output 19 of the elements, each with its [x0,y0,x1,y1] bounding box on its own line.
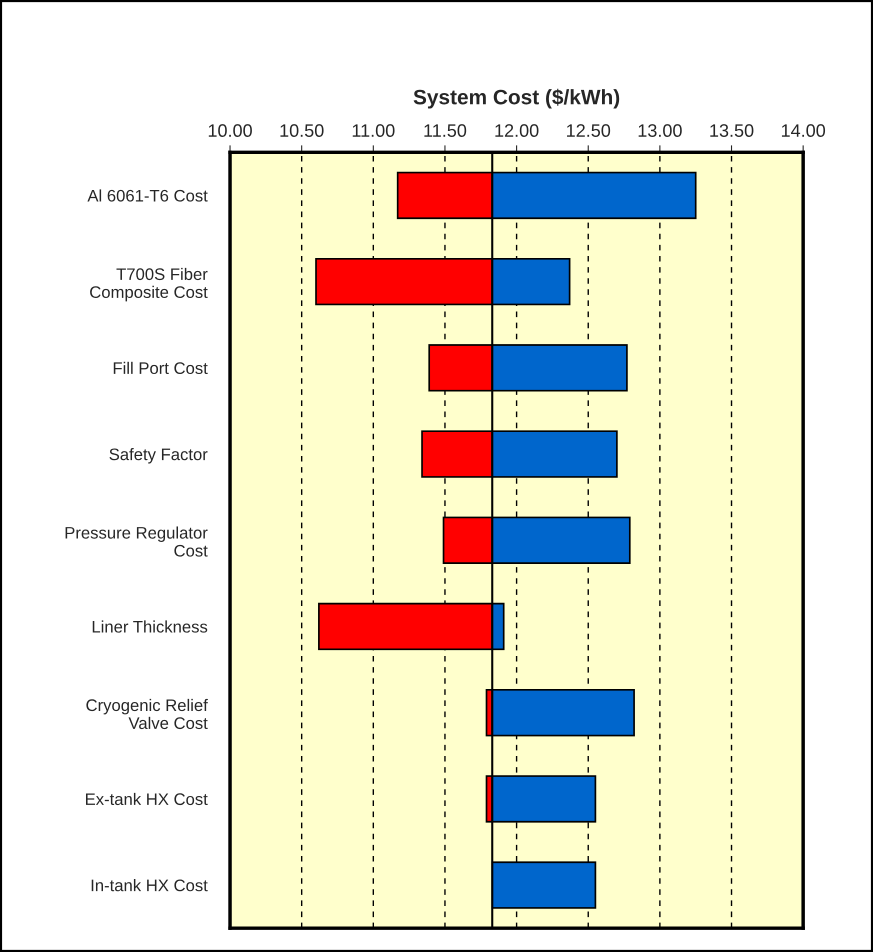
x-tick-label: 12.50 [567,124,610,137]
x-tick-label: 13.50 [710,124,754,137]
x-tick-label: 11.50 [424,124,466,137]
x-tick-label: 10.00 [208,124,252,137]
x-tick-label: 14.00 [782,124,826,137]
x-tick-label: 13.00 [638,124,682,137]
y-tick-label: Liner Thickness [92,620,208,633]
x-tick-label: 12.00 [495,124,538,137]
x-tick-label: 11.00 [352,124,395,137]
x-axis-title: System Cost ($/kWh) [414,88,620,109]
y-tick-label: Safety Factor [109,448,208,464]
y-tick-label: Al 6061-T6 Cost [87,189,208,202]
y-tick-label: T700S Fiber Composite Cost [90,268,208,302]
y-tick-label: Fill Port Cost [114,362,208,374]
y-tick-label: In-tank HX Cost [92,879,208,892]
y-tick-label: Ex-tank HX Cost [86,792,208,806]
y-tick-label: Pressure Regulator Cost [66,526,208,557]
y-tick-label: Cryogenic Relief Valve Cost [86,698,208,730]
x-tick-label: 10.50 [280,124,324,137]
